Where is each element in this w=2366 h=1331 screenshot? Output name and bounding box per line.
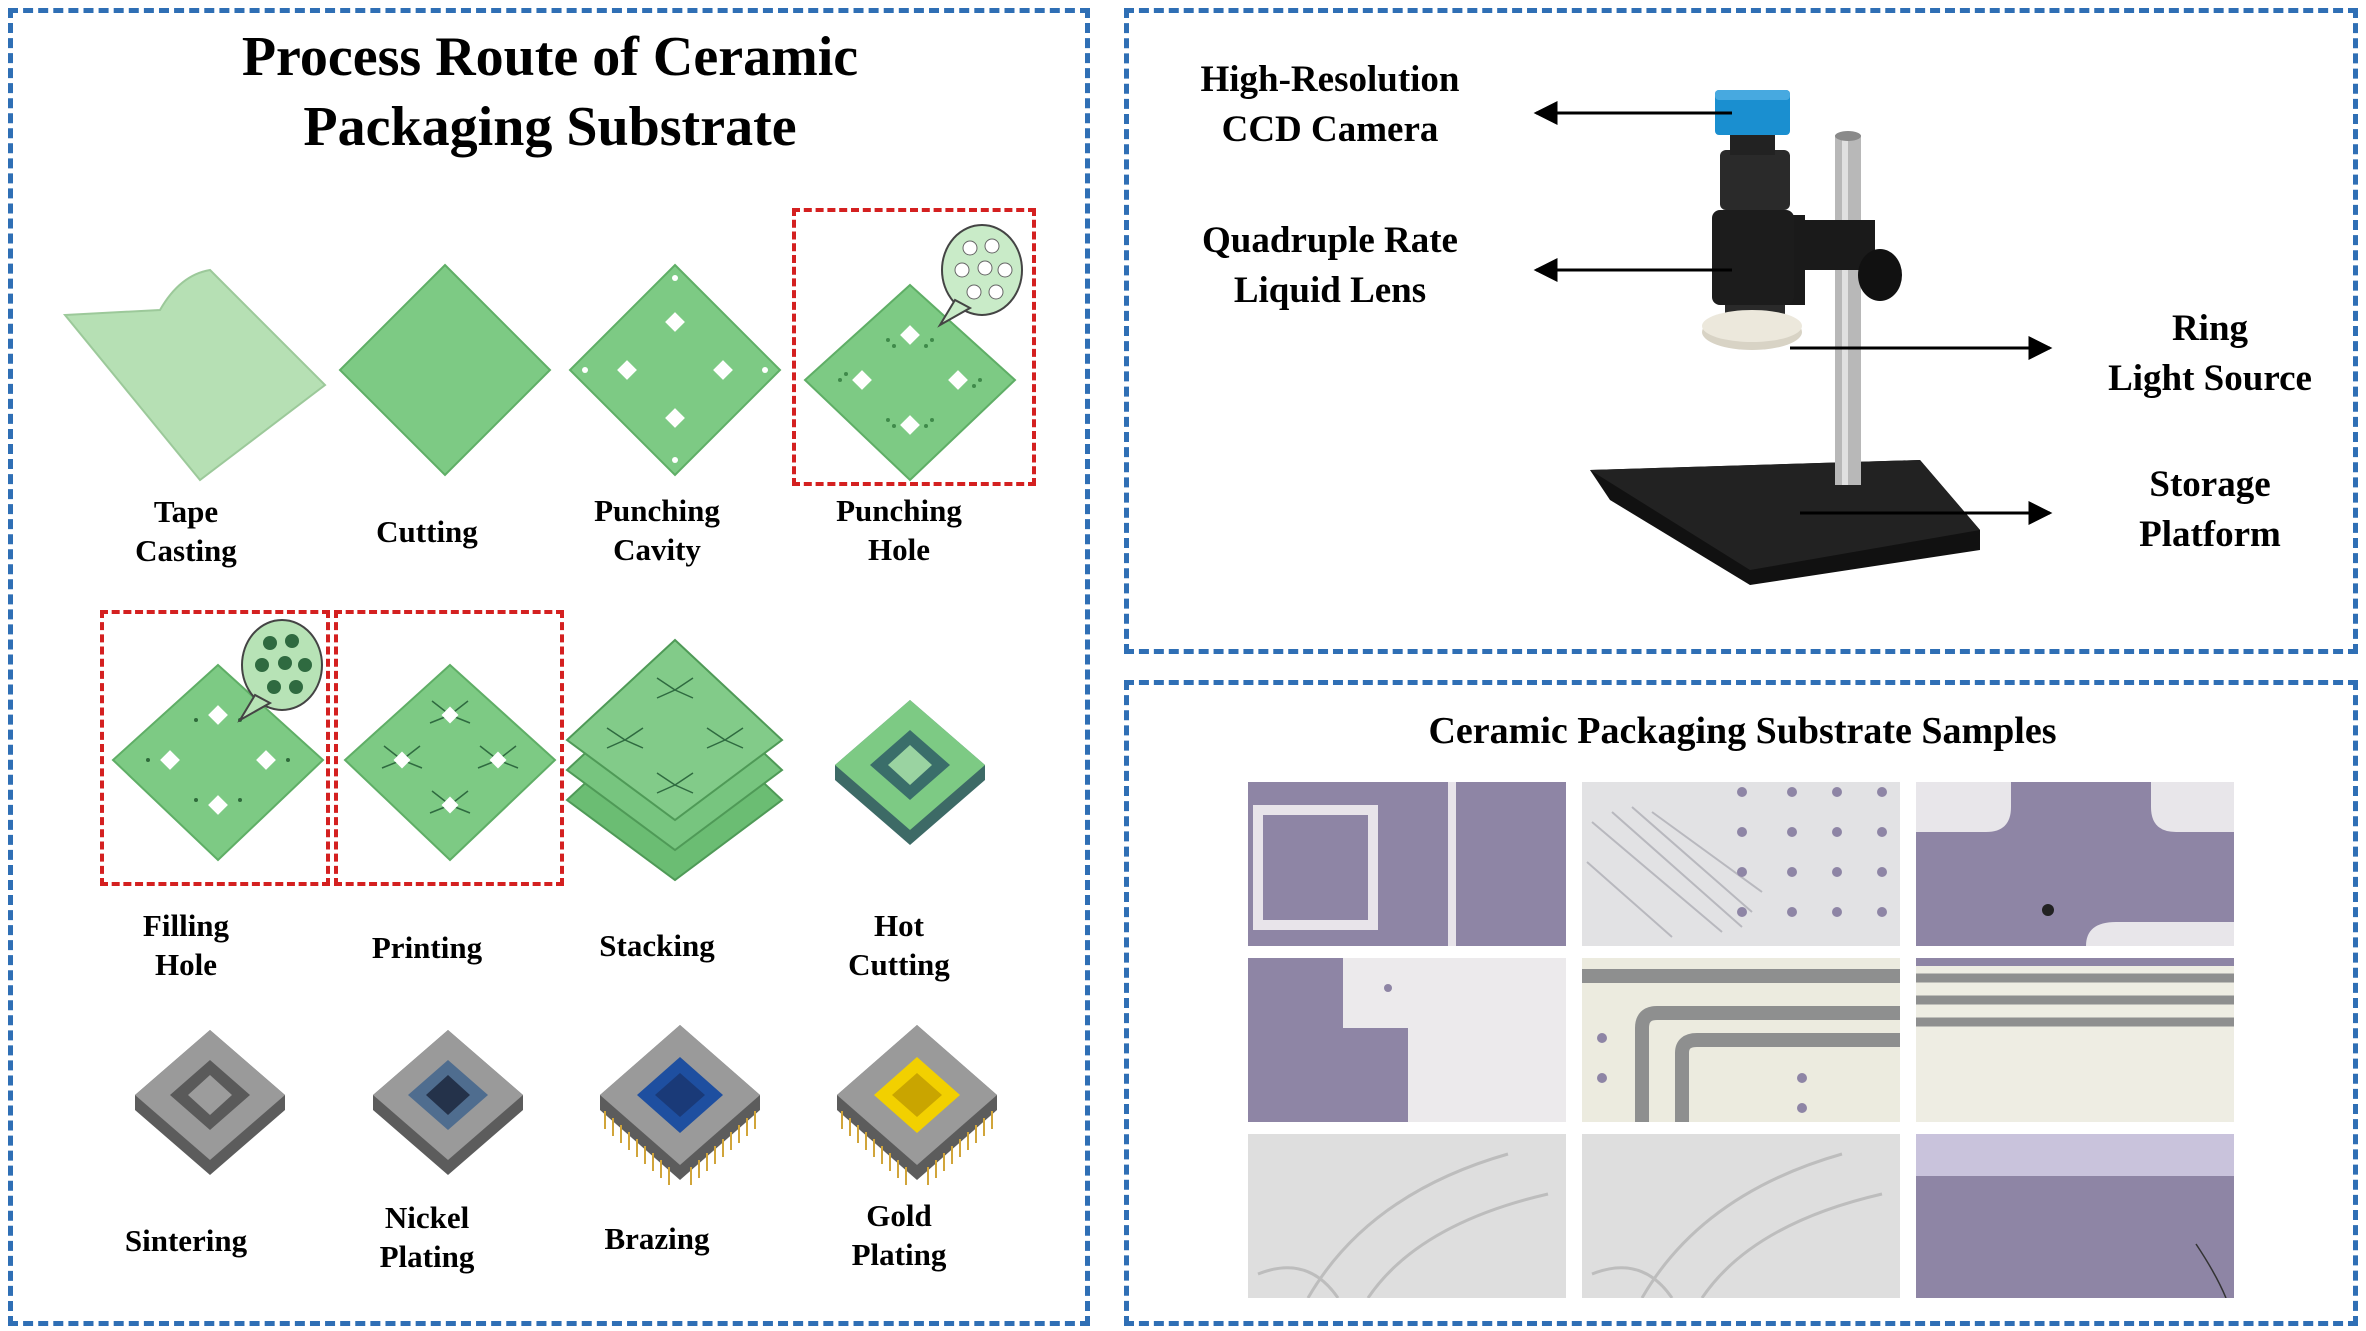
imaging-setup-panel <box>1124 8 2358 654</box>
printing-highlight-box <box>334 610 564 886</box>
sample-image-7 <box>1248 1134 1566 1298</box>
step-label-filling-hole: Filling Hole <box>142 908 230 982</box>
ring-label: Ring Light Source <box>2108 308 2312 399</box>
sample-image-5 <box>1582 958 1900 1122</box>
step-label-punching-hole: Punching Hole <box>836 493 962 567</box>
sample-image-9 <box>1916 1134 2234 1298</box>
step-label-sintering: Sintering <box>124 1223 248 1258</box>
punching-hole-highlight-box <box>792 208 1036 486</box>
punching-hole-illustration <box>803 283 1017 482</box>
sample-image-6 <box>1916 958 2234 1122</box>
punching-hole-magnifier <box>937 224 1023 328</box>
sintering-illustration <box>135 1030 285 1175</box>
microscope-setup-illustration <box>1590 90 1980 585</box>
filling-hole-magnifier <box>237 619 323 723</box>
step-label-tape-casting: Tape Casting <box>135 494 237 568</box>
step-label-punching-cavity: Punching Cavity <box>594 493 720 567</box>
nickel-plating-illustration <box>373 1030 523 1175</box>
sample-image-4 <box>1248 958 1566 1122</box>
brazing-illustration <box>600 1025 760 1185</box>
hot-cutting-illustration <box>835 700 985 845</box>
stacking-illustration <box>565 638 784 882</box>
step-label-brazing: Brazing <box>604 1221 710 1256</box>
platform-label: Storage Platform <box>2139 464 2281 555</box>
step-label-hot-cutting: Hot Cutting <box>848 908 950 982</box>
step-label-stacking: Stacking <box>599 928 715 963</box>
printing-illustration <box>343 663 557 862</box>
samples-title: Ceramic Packaging Substrate Samples <box>1428 710 2057 752</box>
step-label-printing: Printing <box>371 930 483 965</box>
step-label-cutting: Cutting <box>376 514 478 549</box>
filling-hole-illustration <box>111 663 325 862</box>
cutting-illustration <box>338 263 552 477</box>
camera-label: High-Resolution CCD Camera <box>1200 59 1460 150</box>
sample-image-3 <box>1916 782 2234 946</box>
process-route-panel <box>8 8 1090 1326</box>
gold-plating-illustration <box>837 1025 997 1185</box>
sample-image-8 <box>1582 1134 1900 1298</box>
process-route-title: Process Route of Ceramic Packaging Subst… <box>241 26 859 158</box>
samples-panel <box>1124 680 2358 1326</box>
punching-cavity-illustration <box>568 263 782 477</box>
sample-image-2 <box>1582 782 1900 946</box>
setup-arrows <box>1533 101 2053 525</box>
step-label-gold-plating: Gold Plating <box>851 1198 947 1272</box>
step-label-nickel-plating: Nickel Plating <box>379 1200 475 1274</box>
lens-label: Quadruple Rate Liquid Lens <box>1202 220 1458 311</box>
sample-image-1 <box>1248 782 1566 946</box>
filling-hole-highlight-box <box>100 610 330 886</box>
tape-casting-illustration <box>62 268 327 482</box>
